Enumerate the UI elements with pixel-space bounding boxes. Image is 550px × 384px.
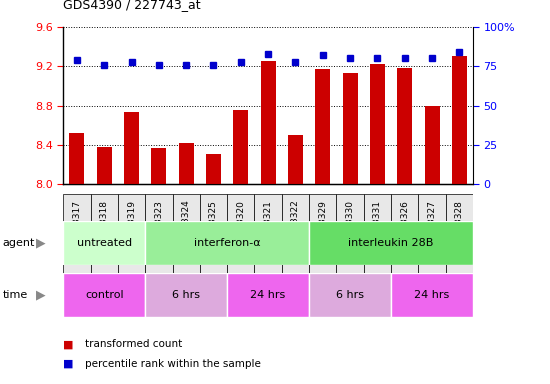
Text: 24 hrs: 24 hrs [414, 290, 450, 300]
Bar [145, 194, 173, 309]
Text: GSM773325: GSM773325 [209, 200, 218, 255]
Text: GSM773326: GSM773326 [400, 200, 409, 255]
Bar [63, 221, 145, 265]
Text: GSM773321: GSM773321 [263, 200, 273, 255]
Text: 24 hrs: 24 hrs [250, 290, 286, 300]
Bar [69, 133, 84, 184]
Text: GSM773318: GSM773318 [100, 200, 109, 255]
Bar [206, 154, 221, 184]
Text: control: control [85, 290, 124, 300]
Bar [118, 194, 145, 309]
Text: 6 hrs: 6 hrs [336, 290, 364, 300]
Bar [145, 221, 309, 265]
Text: GSM773319: GSM773319 [127, 200, 136, 255]
Bar [124, 113, 139, 184]
Bar [309, 273, 391, 317]
Text: GDS4390 / 227743_at: GDS4390 / 227743_at [63, 0, 201, 12]
Bar [391, 273, 473, 317]
Text: interferon-α: interferon-α [194, 238, 261, 248]
Bar [446, 194, 473, 309]
Bar [179, 143, 194, 184]
Bar [282, 194, 309, 309]
Text: ■: ■ [63, 339, 74, 349]
Bar [91, 194, 118, 309]
Text: untreated: untreated [76, 238, 132, 248]
Bar [288, 135, 303, 184]
Bar [425, 106, 439, 184]
Bar [337, 194, 364, 309]
Bar [227, 194, 255, 309]
Bar [309, 194, 337, 309]
Bar [343, 73, 358, 184]
Text: ■: ■ [63, 359, 74, 369]
Text: agent: agent [3, 238, 35, 248]
Text: GSM773324: GSM773324 [182, 200, 191, 255]
Bar [391, 194, 419, 309]
Bar [397, 68, 412, 184]
Text: time: time [3, 290, 28, 300]
Bar [227, 273, 309, 317]
Bar [419, 194, 446, 309]
Text: GSM773327: GSM773327 [427, 200, 437, 255]
Text: ▶: ▶ [36, 288, 46, 301]
Bar [151, 148, 166, 184]
Bar [255, 194, 282, 309]
Text: GSM773331: GSM773331 [373, 200, 382, 255]
Text: GSM773330: GSM773330 [345, 200, 355, 255]
Bar [200, 194, 227, 309]
Bar [173, 194, 200, 309]
Text: GSM773320: GSM773320 [236, 200, 245, 255]
Text: GSM773328: GSM773328 [455, 200, 464, 255]
Bar [97, 147, 112, 184]
Bar [452, 56, 467, 184]
Bar [364, 194, 391, 309]
Text: transformed count: transformed count [85, 339, 183, 349]
Text: GSM773329: GSM773329 [318, 200, 327, 255]
Text: ▶: ▶ [36, 237, 46, 249]
Text: percentile rank within the sample: percentile rank within the sample [85, 359, 261, 369]
Bar [63, 273, 145, 317]
Bar [145, 273, 227, 317]
Bar [315, 69, 330, 184]
Text: 6 hrs: 6 hrs [172, 290, 200, 300]
Bar [370, 64, 385, 184]
Bar [63, 194, 91, 309]
Text: interleukin 28B: interleukin 28B [348, 238, 434, 248]
Bar [261, 61, 276, 184]
Bar [309, 221, 473, 265]
Text: GSM773322: GSM773322 [291, 200, 300, 255]
Text: GSM773323: GSM773323 [155, 200, 163, 255]
Text: GSM773317: GSM773317 [73, 200, 81, 255]
Bar [233, 109, 248, 184]
